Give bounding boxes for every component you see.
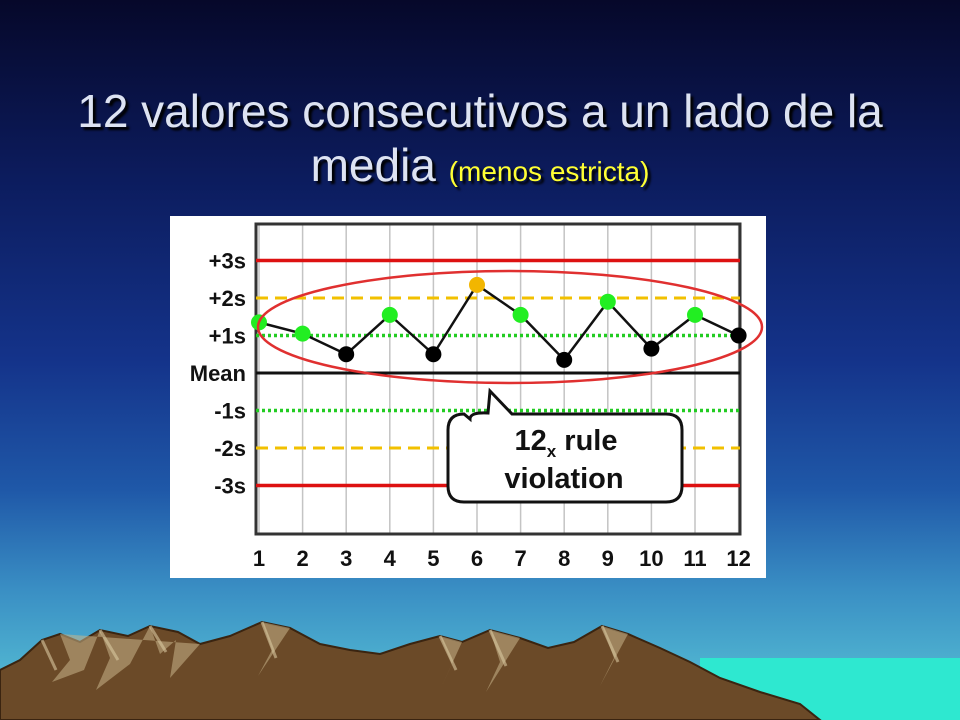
y-tick-label-plus1s: +1s	[209, 324, 246, 349]
y-tick-label-minus3s: -3s	[214, 474, 246, 499]
data-point-11	[687, 306, 703, 323]
x-tick-label-4: 4	[384, 546, 397, 571]
y-tick-label-mean: Mean	[190, 361, 246, 386]
data-point-8	[556, 351, 573, 368]
mountain-range	[0, 620, 822, 720]
y-tick-label-minus1s: -1s	[214, 399, 246, 424]
violation-ellipse	[256, 269, 764, 385]
control-chart: 12x rule violation +3s +2s +1s Mean -1s -2s -3…	[170, 216, 766, 578]
callout-line1: 12x rule	[515, 425, 618, 461]
series-line	[258, 283, 740, 362]
data-point-7	[512, 306, 529, 323]
data-point-4	[381, 306, 398, 323]
x-tick-label-8: 8	[558, 546, 570, 571]
callout-bubble	[446, 387, 684, 504]
callout-rule-word: rule	[556, 425, 617, 457]
x-tick-label-5: 5	[427, 546, 439, 571]
callout-rule-subscript: x	[547, 442, 557, 461]
x-tick-label-12: 12	[726, 546, 750, 571]
y-tick-label-plus3s: +3s	[209, 249, 246, 274]
x-tick-label-6: 6	[471, 546, 483, 571]
title-main-text: 12 valores consecutivos a un lado de la …	[77, 85, 883, 191]
data-point-5	[425, 346, 442, 363]
mountain-highlights	[40, 621, 620, 671]
x-tick-label-1: 1	[253, 546, 265, 571]
data-point-2	[294, 325, 311, 342]
x-tick-label-10: 10	[639, 546, 663, 571]
x-tick-label-2: 2	[296, 546, 308, 571]
data-point-6	[469, 276, 485, 293]
y-tick-label-minus2s: -2s	[214, 436, 246, 461]
data-point-3	[338, 346, 355, 363]
control-chart-svg: 12x rule violation +3s+2s+1sMean-1s-2s-3…	[190, 222, 764, 572]
x-tick-label-3: 3	[340, 546, 352, 571]
x-tick-label-11: 11	[683, 546, 706, 571]
title-qualifier-text: (menos estricta)	[448, 156, 650, 187]
data-point-9	[599, 293, 616, 310]
plot-frame	[254, 222, 742, 536]
violation-annotation: 12x rule violation	[256, 269, 764, 504]
slide-title: 12 valores consecutivos a un lado de la …	[40, 84, 920, 199]
x-tick-label-7: 7	[514, 546, 526, 571]
data-point-12	[730, 327, 747, 344]
data-point-10	[643, 340, 660, 357]
series-layer	[251, 276, 747, 368]
x-tick-label-9: 9	[602, 546, 614, 571]
callout-violation-text: violation	[504, 463, 623, 495]
callout-rule-number: 12	[515, 425, 547, 457]
mountain-landscape	[0, 620, 960, 720]
y-tick-label-plus2s: +2s	[209, 286, 246, 311]
